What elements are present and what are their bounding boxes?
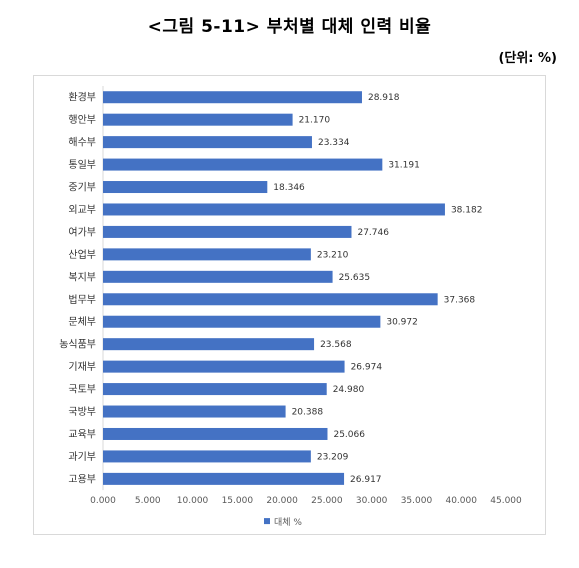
x-tick-label: 45.000 — [490, 496, 522, 506]
category-label: 환경부 — [68, 91, 96, 104]
category-label: 과기부 — [68, 451, 96, 463]
category-label: 중기부 — [68, 182, 96, 194]
bar — [103, 225, 352, 238]
x-tick-label: 30.000 — [356, 496, 388, 506]
data-label: 20.388 — [292, 408, 324, 418]
x-tick-label: 5.000 — [135, 496, 161, 506]
data-label: 31.191 — [388, 161, 420, 171]
bar — [103, 181, 268, 194]
x-tick-label: 40.000 — [445, 496, 477, 506]
x-tick-label: 35.000 — [401, 496, 433, 506]
category-label: 국방부 — [68, 406, 96, 418]
data-label: 27.746 — [357, 228, 389, 238]
bar — [103, 405, 286, 418]
data-label: 38.182 — [451, 205, 483, 215]
category-label: 산업부 — [68, 248, 96, 261]
chart-frame — [33, 75, 546, 535]
x-tick-label: 10.000 — [177, 496, 209, 506]
data-label: 25.635 — [339, 273, 371, 283]
bar — [103, 472, 345, 485]
bar — [103, 248, 311, 261]
x-tick-label: 25.000 — [311, 496, 343, 506]
data-label: 26.974 — [351, 363, 383, 373]
data-label: 21.170 — [299, 116, 331, 126]
chart-title: <그림 5-11> 부처별 대체 인력 비율 — [147, 17, 432, 37]
category-label: 교육부 — [68, 428, 96, 440]
data-label: 30.972 — [386, 318, 418, 328]
category-label: 통일부 — [68, 159, 96, 171]
bar — [103, 450, 311, 463]
data-label: 23.210 — [317, 250, 349, 260]
category-label: 복지부 — [68, 271, 96, 283]
x-tick-label: 15.000 — [222, 496, 254, 506]
bar — [103, 91, 362, 104]
bar — [103, 270, 333, 283]
category-label: 국토부 — [68, 384, 96, 396]
legend-swatch — [264, 518, 270, 525]
data-label: 23.334 — [318, 138, 350, 148]
category-label: 행안부 — [68, 114, 96, 126]
x-tick-label: 20.000 — [266, 496, 298, 506]
bar — [103, 158, 383, 171]
bar — [103, 360, 345, 373]
bar — [103, 293, 438, 306]
unit-label: (단위: %) — [498, 51, 557, 66]
category-label: 법무부 — [68, 294, 96, 306]
category-label: 해수부 — [68, 136, 96, 149]
category-label: 문체부 — [68, 316, 96, 328]
bar — [103, 427, 328, 440]
bar — [103, 113, 293, 126]
data-label: 26.917 — [350, 475, 382, 485]
bar — [103, 136, 312, 149]
data-label: 25.066 — [333, 430, 365, 440]
category-label: 고용부 — [68, 473, 96, 485]
x-tick-label: 0.000 — [90, 496, 116, 506]
bar — [103, 338, 315, 351]
data-label: 18.346 — [273, 183, 305, 193]
bar — [103, 383, 327, 396]
data-label: 37.368 — [444, 295, 476, 305]
data-label: 24.980 — [333, 385, 365, 395]
category-label: 여가부 — [68, 226, 96, 238]
data-label: 23.209 — [317, 452, 349, 462]
bar — [103, 315, 381, 328]
data-label: 28.918 — [368, 93, 400, 103]
legend-label: 대체 % — [274, 517, 302, 528]
category-label: 기재부 — [68, 361, 96, 373]
data-label: 23.568 — [320, 340, 352, 350]
category-label: 외교부 — [68, 204, 96, 216]
category-label: 농식품부 — [59, 339, 96, 351]
bar — [103, 203, 445, 216]
